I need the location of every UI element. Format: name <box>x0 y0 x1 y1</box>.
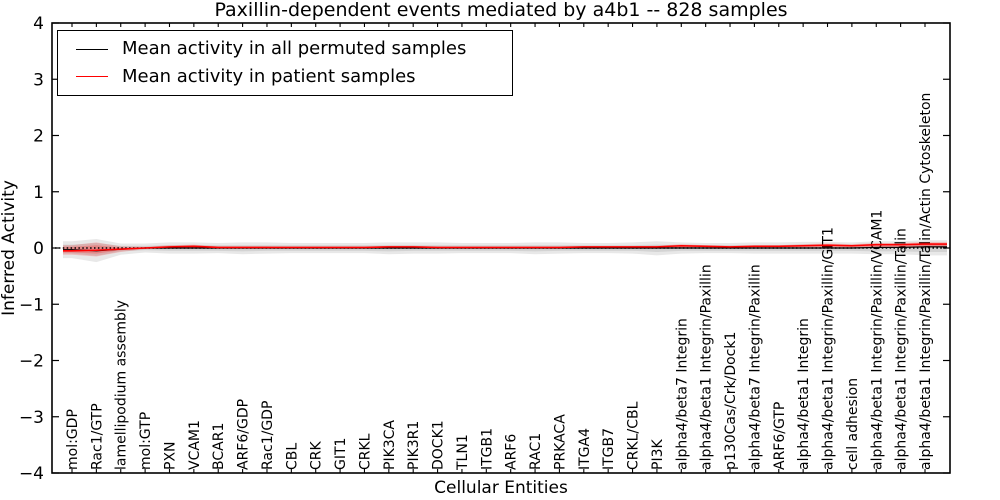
y-tick-label: 4 <box>33 14 44 34</box>
x-tick-label: ARF6/GTP <box>772 402 788 470</box>
x-tick-label: PIK3CA <box>382 420 398 470</box>
x-tick-label: CBL <box>284 443 300 470</box>
x-tick-label: p130Cas/Crk/Dock1 <box>723 332 739 470</box>
x-tick-label: CRKL <box>357 433 373 470</box>
legend: Mean activity in all permuted samples Me… <box>57 30 513 96</box>
x-tick-label: alpha4/beta7 Integrin/Paxillin <box>747 264 763 470</box>
x-tick-label: PI3K <box>650 439 666 470</box>
x-tick-label: GIT1 <box>333 438 349 470</box>
legend-label-permuted: Mean activity in all permuted samples <box>122 38 467 60</box>
legend-entry-permuted: Mean activity in all permuted samples <box>58 40 512 58</box>
x-tick-label: cell adhesion <box>845 378 861 470</box>
x-tick-label: alpha4/beta1 Integrin <box>796 318 812 470</box>
x-tick-label: ARF6/GDP <box>236 399 252 470</box>
patient-mean-line <box>63 243 947 252</box>
x-tick-label: alpha4/beta1 Integrin/Paxillin <box>699 264 715 470</box>
x-tick-label: CRKL/CBL <box>626 401 642 470</box>
x-tick-label: alpha4/beta1 Integrin/Paxillin/Talin <box>894 228 910 470</box>
x-tick-label: ITGB7 <box>601 428 617 470</box>
x-tick-label: PXN <box>162 441 178 470</box>
x-tick-label: ITGA4 <box>577 428 593 470</box>
legend-label-patient: Mean activity in patient samples <box>122 65 416 87</box>
x-tick-label: BCAR1 <box>211 423 227 470</box>
x-tick-label: Rac1/GTP <box>89 403 105 470</box>
permuted-line-swatch <box>76 48 108 50</box>
y-tick-label: 0 <box>33 239 44 259</box>
x-tick-label: mol:GTP <box>138 412 154 470</box>
y-tick-label: 1 <box>33 183 44 203</box>
x-tick-label: ITGB1 <box>479 428 495 470</box>
chart-title: Paxillin-dependent events mediated by a4… <box>214 0 787 21</box>
x-tick-label: PRKACA <box>552 414 568 470</box>
y-tick-label: −1 <box>19 295 44 315</box>
permuted-spread-outer-band <box>63 239 947 263</box>
x-tick-label: CRK <box>309 440 325 470</box>
y-axis-label: Inferred Activity <box>0 180 19 316</box>
x-tick-label: mol:GDP <box>65 409 81 470</box>
x-tick-label: ARF6 <box>504 434 520 470</box>
x-tick-label: RAC1 <box>528 433 544 470</box>
y-tick-label: 2 <box>33 127 44 147</box>
x-tick-label: alpha4/beta1 Integrin/Paxillin/VCAM1 <box>869 210 885 470</box>
plot-layers: mol:GDP Rac1/GTP lamellipodium assembly mol… <box>19 14 951 484</box>
legend-entry-patient: Mean activity in patient samples <box>58 65 512 87</box>
x-tick-label: alpha4/beta1 Integrin/Paxillin/Talin/Act… <box>918 93 934 470</box>
x-tick-label: Rac1/GDP <box>260 401 276 470</box>
x-tick-label: lamellipodium assembly <box>114 300 130 470</box>
x-axis-label: Cellular Entities <box>434 478 568 498</box>
patient-line-swatch <box>76 76 108 78</box>
x-tick-label: DOCK1 <box>431 420 447 470</box>
x-tick-label: alpha4/beta1 Integrin/Paxillin/GIT1 <box>821 227 837 470</box>
y-tick-label: 3 <box>33 70 44 90</box>
y-tick-label: −3 <box>19 408 44 428</box>
x-tick-label: VCAM1 <box>187 420 203 470</box>
x-tick-label: TLN1 <box>455 434 471 471</box>
y-tick-label: −4 <box>19 464 44 484</box>
x-tick-label: alpha4/beta7 Integrin <box>674 318 690 470</box>
y-tick-label: −2 <box>19 352 44 372</box>
x-tick-label: PIK3R1 <box>406 421 422 470</box>
